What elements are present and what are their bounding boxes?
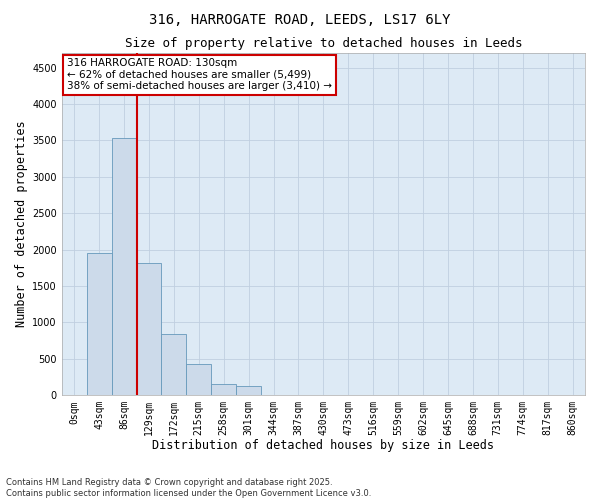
Bar: [187, 364, 211, 395]
Bar: [112, 138, 137, 395]
Text: Contains HM Land Registry data © Crown copyright and database right 2025.
Contai: Contains HM Land Registry data © Crown c…: [6, 478, 371, 498]
X-axis label: Distribution of detached houses by size in Leeds: Distribution of detached houses by size …: [152, 440, 494, 452]
Y-axis label: Number of detached properties: Number of detached properties: [15, 121, 28, 328]
Bar: [86, 254, 112, 395]
Title: Size of property relative to detached houses in Leeds: Size of property relative to detached ho…: [125, 38, 522, 51]
Bar: [137, 262, 161, 395]
Bar: [211, 384, 236, 395]
Bar: [161, 334, 187, 395]
Text: 316, HARROGATE ROAD, LEEDS, LS17 6LY: 316, HARROGATE ROAD, LEEDS, LS17 6LY: [149, 12, 451, 26]
Text: 316 HARROGATE ROAD: 130sqm
← 62% of detached houses are smaller (5,499)
38% of s: 316 HARROGATE ROAD: 130sqm ← 62% of deta…: [67, 58, 332, 92]
Bar: [236, 386, 261, 395]
